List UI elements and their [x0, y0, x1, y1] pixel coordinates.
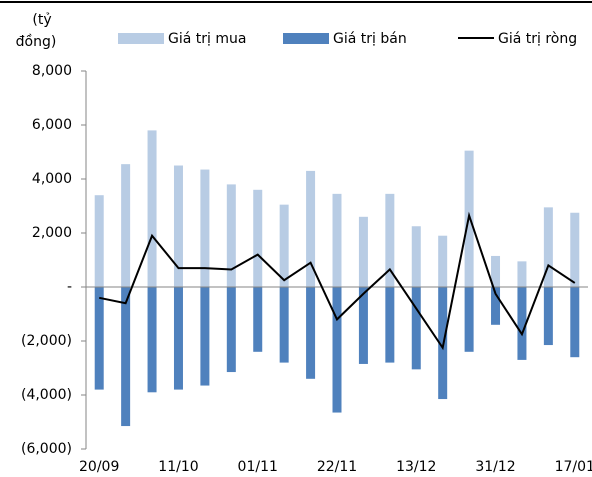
bar: [173, 287, 183, 390]
bar: [385, 193, 395, 287]
bar: [517, 261, 527, 287]
bar: [332, 193, 342, 287]
bar: [121, 164, 131, 287]
bar: [411, 226, 421, 287]
x-tick-label: 01/11: [238, 459, 278, 475]
bar: [200, 287, 210, 386]
bar: [358, 287, 368, 364]
y-tick-label: 4,000: [32, 171, 72, 187]
bar: [173, 165, 183, 287]
bar: [570, 287, 580, 358]
legend-label: Giá trị bán: [333, 31, 407, 47]
y-unit: (tỷ: [32, 12, 51, 28]
bar: [332, 287, 342, 413]
bar: [94, 287, 104, 390]
bar: [279, 287, 289, 363]
y-unit: đồng): [16, 33, 57, 50]
x-tick-label: 17/01: [555, 459, 592, 475]
bar: [200, 169, 210, 287]
bar: [464, 287, 474, 352]
bar: [306, 170, 316, 287]
bar: [306, 287, 316, 379]
bar: [147, 287, 157, 393]
net-line: [99, 211, 576, 351]
bar: [253, 287, 263, 352]
x-tick-label: 11/10: [158, 459, 198, 475]
y-tick-label: (6,000): [21, 441, 72, 457]
y-tick-label: 6,000: [32, 117, 72, 133]
y-tick-label: (4,000): [21, 387, 72, 403]
bar: [94, 195, 104, 287]
bar: [543, 207, 553, 287]
bar: [411, 287, 421, 370]
bar: [226, 287, 236, 373]
legend-swatch: [118, 33, 164, 44]
bar: [491, 255, 501, 287]
legend-label: Giá trị mua: [168, 31, 246, 47]
bar: [543, 287, 553, 346]
y-tick-label: (2,000): [21, 333, 72, 349]
x-tick-label: 13/12: [396, 459, 436, 475]
bar: [517, 287, 527, 360]
bar: [491, 287, 501, 325]
bar: [147, 130, 157, 287]
x-tick-label: 22/11: [317, 459, 357, 475]
bar: [279, 204, 289, 287]
legend-label: Giá trị ròng: [498, 31, 577, 47]
bar: [570, 212, 580, 287]
bar: [121, 287, 131, 427]
y-tick-label: -: [67, 279, 72, 295]
legend-swatch: [283, 33, 329, 44]
bar: [358, 216, 368, 287]
bar: [226, 184, 236, 287]
y-tick-label: 8,000: [32, 63, 72, 79]
y-tick-label: 2,000: [32, 225, 72, 241]
x-tick-label: 20/09: [79, 459, 119, 475]
x-tick-label: 31/12: [475, 459, 515, 475]
bar: [253, 189, 263, 287]
bar: [385, 287, 395, 363]
bar: [438, 235, 448, 287]
